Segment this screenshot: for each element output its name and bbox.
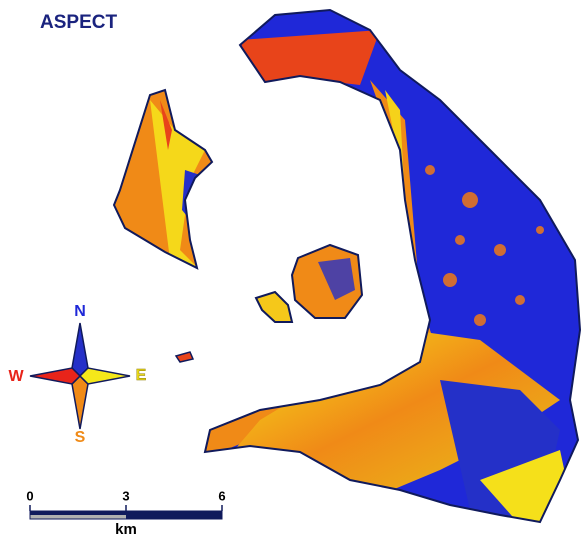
scale-bar: 0 3 6 [26,488,225,519]
compass-east: E [136,367,147,384]
map: ASPECT N W E S 0 3 6 km [0,0,582,540]
compass-west: W [8,368,24,385]
west-island [110,85,220,275]
scale-segment [126,515,222,519]
scale-tick-label: 3 [122,488,129,503]
islet [176,352,193,362]
scale-tick-label: 0 [26,488,33,503]
compass-north: N [74,303,86,320]
scale-segment [30,515,126,519]
small-island [256,292,292,322]
scale-segment [126,511,222,515]
map-title: ASPECT [40,12,117,33]
compass [30,323,130,429]
scale-unit: km [115,521,137,538]
compass-south: S [75,429,86,446]
scale-segment [30,511,126,515]
scale-tick-label: 6 [218,488,225,503]
main-island [200,0,582,540]
